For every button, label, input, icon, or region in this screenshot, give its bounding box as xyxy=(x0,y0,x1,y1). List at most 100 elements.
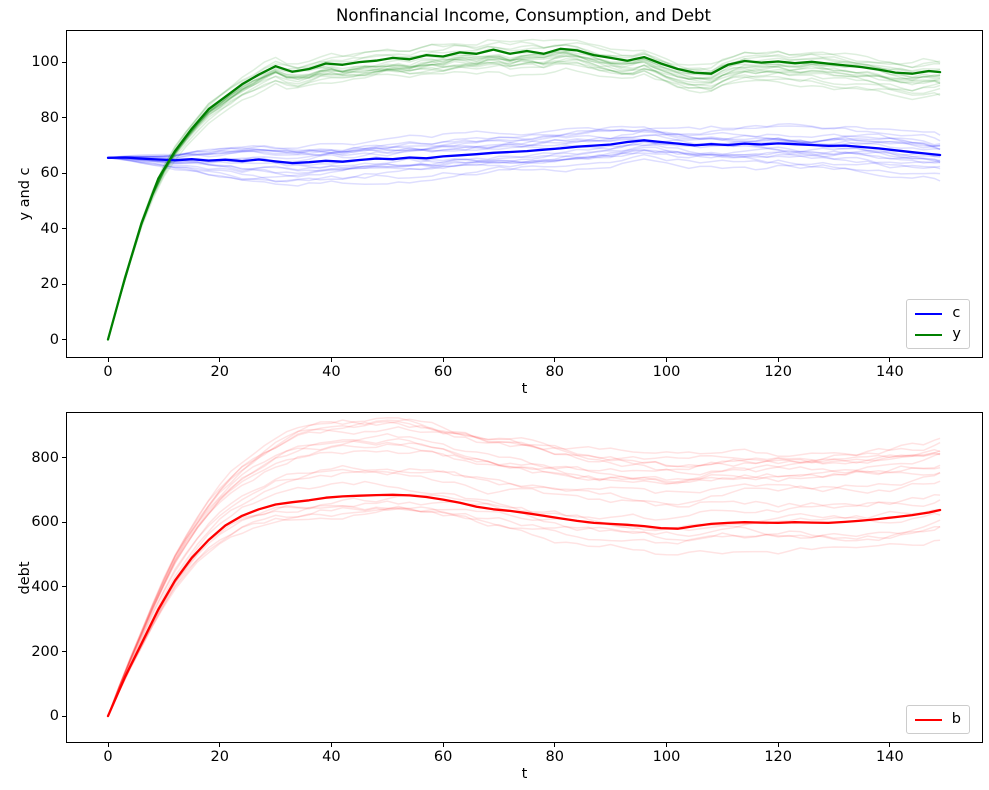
y-tick-label: 800 xyxy=(31,449,59,466)
y-tick-label: 0 xyxy=(49,331,59,348)
simulation-path-b xyxy=(107,505,941,717)
x-tick-mark xyxy=(554,743,556,747)
y-tick-mark xyxy=(62,61,66,63)
y-tick-label: 600 xyxy=(31,514,59,531)
x-tick-label: 120 xyxy=(764,749,792,765)
y-tick-mark xyxy=(62,339,66,341)
y-tick-label: 40 xyxy=(40,220,59,237)
series-line-b xyxy=(106,493,942,718)
x-tick-label: 100 xyxy=(652,749,681,765)
simulation-path-b xyxy=(107,440,941,717)
simulation-path-b xyxy=(107,507,941,717)
y-tick-label: 60 xyxy=(40,165,59,182)
simulation-path-c xyxy=(107,137,941,159)
simulation-path-b xyxy=(107,418,941,717)
legend-label: b xyxy=(951,711,961,727)
simulation-path-y xyxy=(107,51,941,340)
x-tick-label: 100 xyxy=(652,364,681,380)
simulation-path-c xyxy=(107,127,941,159)
x-tick-label: 60 xyxy=(433,749,453,765)
x-tick-label: 40 xyxy=(322,364,341,380)
simulation-path-b xyxy=(107,417,941,717)
y-tick-label: 20 xyxy=(40,276,59,293)
simulation-path-y xyxy=(107,52,941,340)
simulation-path-c xyxy=(107,149,941,180)
legend-entry-b: b xyxy=(914,711,961,728)
x-tick-mark xyxy=(330,743,332,747)
simulation-path-c xyxy=(107,129,941,159)
simulation-path-b xyxy=(107,442,941,717)
legend-label: c xyxy=(952,305,961,321)
simulation-path-c xyxy=(107,125,941,159)
simulation-path-y xyxy=(107,47,941,340)
simulation-path-y xyxy=(107,54,941,340)
simulation-path-y xyxy=(107,42,941,340)
x-tick-mark xyxy=(889,358,891,362)
legend: b xyxy=(905,705,970,734)
y-tick-mark xyxy=(62,283,66,285)
y-tick-mark xyxy=(62,651,66,652)
x-axis-label-top: t xyxy=(521,381,528,397)
x-tick-mark xyxy=(889,743,891,747)
simulation-path-y xyxy=(107,38,941,340)
y-tick-mark xyxy=(62,117,66,119)
x-tick-mark xyxy=(219,358,221,362)
figure-title: Nonfinancial Income, Consumption, and De… xyxy=(336,6,711,25)
x-tick-mark xyxy=(330,358,332,362)
simulation-path-c xyxy=(107,137,941,159)
simulation-path-b xyxy=(107,464,941,717)
simulation-path-c xyxy=(107,140,941,163)
x-tick-label: 80 xyxy=(545,749,564,765)
legend-entry-y: y xyxy=(915,326,961,343)
x-tick-label: 140 xyxy=(876,364,904,380)
simulation-path-c xyxy=(107,125,941,159)
simulation-path-c xyxy=(107,146,941,183)
simulation-path-y xyxy=(107,67,941,340)
x-tick-label: 40 xyxy=(322,749,341,765)
x-tick-mark xyxy=(219,743,221,747)
series-line-y xyxy=(106,47,942,341)
simulation-path-y xyxy=(107,62,941,340)
simulation-path-b xyxy=(107,420,941,717)
x-tick-mark xyxy=(554,358,556,362)
simulation-paths-c xyxy=(107,122,941,187)
x-tick-mark xyxy=(107,358,109,362)
x-tick-label: 80 xyxy=(545,364,564,380)
x-tick-mark xyxy=(665,358,667,362)
y-tick-label: 400 xyxy=(31,578,59,595)
x-axis-label-bottom: t xyxy=(521,766,528,782)
simulation-path-c xyxy=(107,141,941,178)
y-tick-label: 80 xyxy=(40,109,59,126)
y-tick-label: 200 xyxy=(31,643,59,660)
y-tick-mark xyxy=(62,228,66,230)
simulation-path-y xyxy=(107,55,941,340)
x-tick-mark xyxy=(442,743,444,747)
simulation-path-b xyxy=(107,433,941,717)
x-tick-label: 120 xyxy=(764,364,792,380)
plot-area xyxy=(106,417,942,718)
simulation-path-b xyxy=(107,420,941,717)
simulation-path-y xyxy=(107,55,941,340)
simulation-path-c xyxy=(107,147,941,175)
income-consumption-axes: y and c t 0 20 40 60 80 100 120 140 0 20 40 60 80 100… xyxy=(17,30,983,397)
x-tick-mark xyxy=(777,358,779,362)
y-tick-mark xyxy=(62,172,66,174)
simulation-path-c xyxy=(108,144,941,167)
simulation-paths-b xyxy=(107,417,941,717)
legend-line-icon xyxy=(915,333,943,336)
simulation-path-y xyxy=(107,57,941,340)
simulation-path-b xyxy=(107,449,941,717)
simulation-path-c xyxy=(107,134,941,159)
simulation-path-b xyxy=(107,493,941,717)
simulation-path-y xyxy=(107,44,941,340)
x-tick-label: 0 xyxy=(103,364,113,380)
plot-area xyxy=(106,38,942,341)
simulation-path-b xyxy=(107,504,941,717)
y-tick-mark xyxy=(62,586,66,588)
y-tick-mark xyxy=(62,715,66,717)
simulation-path-y xyxy=(107,59,941,340)
simulation-path-y xyxy=(107,55,941,340)
simulation-path-c xyxy=(107,148,941,171)
simulation-path-c xyxy=(107,157,941,187)
